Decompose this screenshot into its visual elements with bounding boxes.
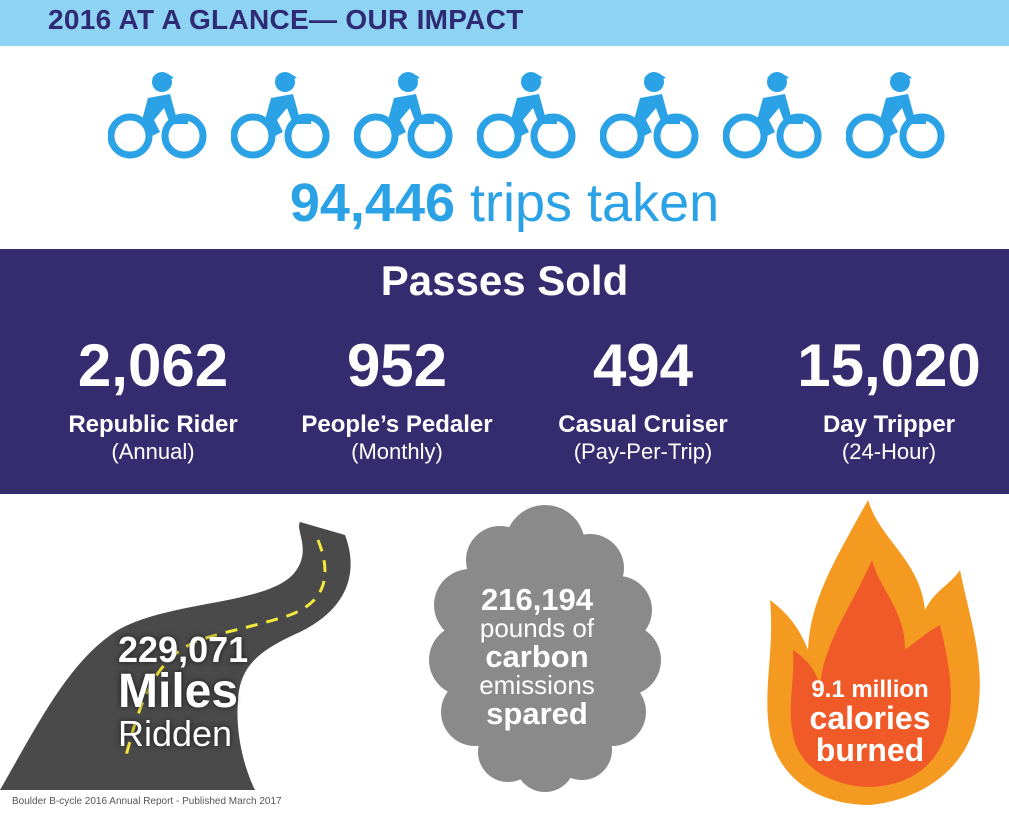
pass-name: People’s Pedaler: [301, 411, 493, 438]
pass-peoples-pedaler: 952 People’s Pedaler (Monthly): [272, 331, 522, 465]
miles-number: 229,071: [118, 629, 249, 670]
footer-credit: Boulder B-cycle 2016 Annual Report - Pub…: [12, 796, 282, 807]
pass-name: Casual Cruiser: [558, 411, 728, 438]
miles-stat: 229,071 Miles Ridden: [118, 632, 248, 752]
trips-stat: 94,446 trips taken: [0, 166, 1009, 240]
cyclist-icon: [231, 72, 330, 159]
cyclist-icon: [600, 72, 699, 159]
cyclist-icon: [846, 72, 945, 159]
carbon-stat: 216,194 pounds of carbon emissions spare…: [452, 584, 622, 729]
pass-count: 2,062: [77, 332, 229, 399]
trips-number: 94,446: [289, 173, 456, 233]
miles-word2: Ridden: [118, 713, 233, 754]
cyclist-icon: [108, 72, 207, 159]
passes-title: Passes Sold: [380, 257, 629, 304]
carbon-line1: pounds of: [479, 613, 595, 643]
page-title: 2016 AT A GLANCE— OUR IMPACT: [48, 4, 524, 35]
cloud-icon: [429, 505, 661, 792]
header-bar: 2016 AT A GLANCE— OUR IMPACT: [0, 0, 1009, 46]
pass-count: 494: [592, 332, 694, 399]
calories-line1: 9.1 million: [811, 676, 929, 703]
cyclist-icon: [354, 72, 453, 159]
passes-band: Passes Sold 2,062 Republic Rider (Annual…: [0, 249, 1009, 494]
pass-subtitle: (Pay-Per-Trip): [573, 439, 713, 464]
pass-casual-cruiser: 494 Casual Cruiser (Pay-Per-Trip): [518, 331, 768, 465]
impact-illustrations: [0, 500, 980, 805]
cyclist-icon: [477, 72, 576, 159]
carbon-line2: carbon: [485, 639, 589, 674]
pass-count: 952: [346, 332, 448, 399]
pass-day-tripper: 15,020 Day Tripper (24-Hour): [764, 331, 1009, 465]
flame-icon: [767, 500, 980, 805]
carbon-number: 216,194: [480, 582, 594, 617]
pass-name: Day Tripper: [822, 411, 956, 438]
pass-republic-rider: 2,062 Republic Rider (Annual): [28, 331, 278, 465]
cyclist-icon: [723, 72, 822, 159]
cyclist-icons: [108, 70, 948, 162]
pass-name: Republic Rider: [68, 411, 238, 438]
road-icon: [0, 522, 351, 790]
trips-label: trips taken: [470, 173, 720, 233]
carbon-line3: emissions: [479, 670, 595, 700]
pass-subtitle: (Annual): [111, 439, 195, 464]
calories-line2: calories: [809, 700, 931, 736]
carbon-line4: spared: [486, 696, 588, 731]
calories-stat: 9.1 million calories burned: [770, 676, 970, 768]
calories-line3: burned: [815, 732, 925, 768]
miles-word: Miles: [118, 665, 239, 718]
pass-subtitle: (24-Hour): [841, 439, 937, 464]
pass-subtitle: (Monthly): [351, 439, 443, 464]
pass-count: 15,020: [797, 332, 981, 399]
